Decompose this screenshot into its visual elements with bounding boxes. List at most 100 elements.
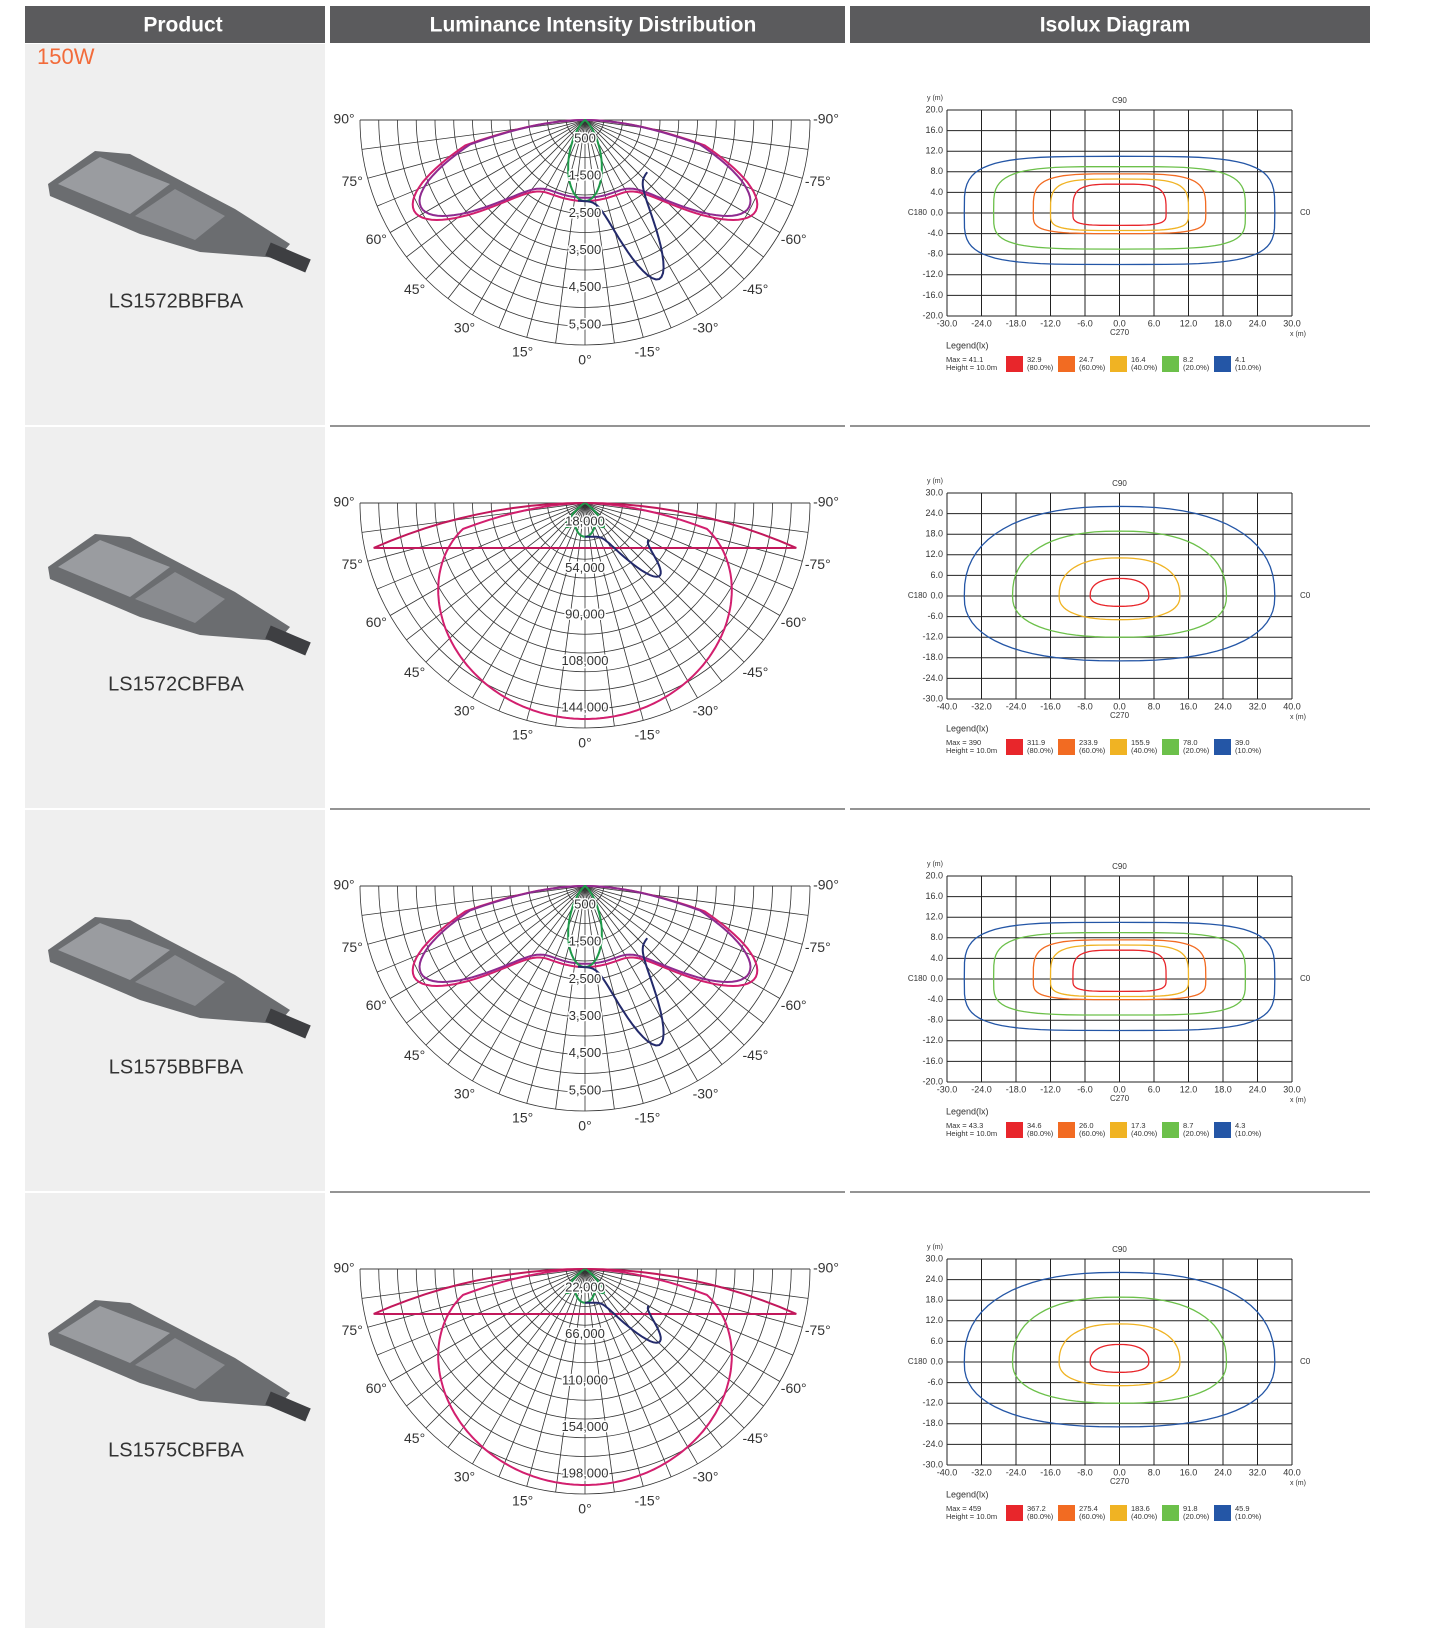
- angle-label: 15°: [512, 1492, 533, 1508]
- polar-spoke: [367, 1268, 586, 1328]
- angle-label: -30°: [693, 319, 719, 335]
- angle-label: -45°: [742, 664, 768, 680]
- legend-height: Height = 10.0m: [946, 746, 997, 755]
- lamp-pole: [265, 625, 311, 656]
- angle-label: 60°: [366, 1380, 387, 1396]
- legend-title: Legend(lx): [946, 1489, 989, 1499]
- polar-spoke: [498, 119, 586, 329]
- header-label: Product: [143, 14, 222, 37]
- direction-label: C0: [1300, 974, 1311, 983]
- isolux-contour: [1089, 577, 1150, 607]
- legend-title: Legend(lx): [946, 340, 989, 350]
- polar-spoke: [584, 1268, 745, 1429]
- legend-value: 91.8: [1183, 1504, 1198, 1513]
- angle-label: 45°: [404, 281, 425, 297]
- y-tick-label: -6.0: [927, 1377, 943, 1387]
- angle-label: 15°: [512, 343, 533, 359]
- x-tick-label: 16.0: [1180, 701, 1198, 711]
- legend-percent: (60.0%): [1079, 363, 1106, 372]
- legend-percent: (80.0%): [1027, 746, 1054, 755]
- direction-label: C270: [1110, 1094, 1130, 1103]
- legend-height: Height = 10.0m: [946, 1512, 997, 1521]
- ring-label: 90,000: [565, 606, 605, 621]
- angle-label: -15°: [634, 726, 660, 742]
- polar-spoke: [584, 885, 723, 1065]
- lamp-pole: [265, 1391, 311, 1422]
- legend-value: 17.3: [1131, 1121, 1146, 1130]
- isolux-contour: [1058, 557, 1181, 621]
- legend-title: Legend(lx): [946, 1106, 989, 1116]
- x-tick-label: 32.0: [1249, 1467, 1267, 1477]
- polar-spoke: [376, 502, 586, 590]
- legend-value: 4.1: [1235, 355, 1245, 364]
- wattage: 150W: [37, 44, 95, 69]
- y-tick-label: 0.0: [930, 973, 943, 983]
- x-tick-label: -6.0: [1077, 318, 1093, 328]
- y-tick-label: 4.0: [930, 187, 943, 197]
- polar-spoke: [526, 885, 586, 1104]
- axis-label: x (m): [1290, 1480, 1306, 1487]
- polar-spoke: [584, 119, 723, 299]
- angle-label: 15°: [512, 1109, 533, 1125]
- angle-label: 75°: [342, 556, 363, 572]
- x-tick-label: 12.0: [1180, 318, 1198, 328]
- x-tick-label: -6.0: [1077, 1084, 1093, 1094]
- polar-spoke: [584, 1268, 644, 1487]
- y-tick-label: -12.0: [922, 632, 943, 642]
- x-tick-label: -16.0: [1040, 701, 1061, 711]
- angle-label: 30°: [454, 1468, 475, 1484]
- x-tick-label: -24.0: [971, 1084, 992, 1094]
- y-tick-label: -4.0: [927, 228, 943, 238]
- polar-spoke: [584, 502, 764, 641]
- angle-label: -90°: [813, 111, 839, 127]
- legend-swatch: [1214, 356, 1231, 372]
- x-tick-label: 12.0: [1180, 1084, 1198, 1094]
- x-tick-label: 18.0: [1214, 318, 1232, 328]
- legend-value: 8.2: [1183, 355, 1193, 364]
- legend-swatch: [1006, 1505, 1023, 1521]
- isolux-contour: [992, 931, 1247, 1016]
- direction-label: C0: [1300, 591, 1311, 600]
- polar-spoke: [584, 502, 745, 663]
- legend-max: Max = 41.1: [946, 355, 983, 364]
- y-tick-label: 0.0: [930, 590, 943, 600]
- x-tick-label: 8.0: [1148, 1467, 1161, 1477]
- polar-spoke: [472, 1268, 586, 1465]
- polar-spoke: [584, 1268, 803, 1328]
- curve-navy: [577, 937, 665, 1047]
- header-cell: [25, 6, 325, 43]
- isolux-contour: [1032, 939, 1207, 1001]
- legend-swatch: [1162, 1505, 1179, 1521]
- polar-spoke: [584, 885, 615, 1110]
- legend-value: 311.9: [1027, 738, 1045, 747]
- polar-spoke: [526, 1268, 586, 1487]
- curve-purple: [418, 119, 752, 218]
- polar-spoke: [584, 502, 781, 616]
- polar-spoke: [389, 502, 586, 616]
- angle-label: -75°: [805, 1322, 831, 1338]
- angle-label: 60°: [366, 231, 387, 247]
- angle-label: 60°: [366, 997, 387, 1013]
- isolux-contour: [1011, 530, 1228, 638]
- lamp-pole: [265, 1008, 311, 1039]
- x-tick-label: 6.0: [1148, 1084, 1161, 1094]
- legend-percent: (10.0%): [1235, 746, 1262, 755]
- angle-label: -60°: [781, 1380, 807, 1396]
- isolux-contour: [963, 921, 1276, 1032]
- legend-percent: (60.0%): [1079, 1512, 1106, 1521]
- angle-label: 75°: [342, 173, 363, 189]
- angle-label: 45°: [404, 1047, 425, 1063]
- y-tick-label: -24.0: [922, 673, 943, 683]
- direction-label: C180: [908, 208, 928, 217]
- polar-spoke: [584, 885, 794, 973]
- y-tick-label: -8.0: [927, 249, 943, 259]
- isolux-contour: [1072, 183, 1167, 227]
- legend-percent: (40.0%): [1131, 1129, 1158, 1138]
- legend-swatch: [1110, 356, 1127, 372]
- legend-swatch: [1110, 1122, 1127, 1138]
- angle-label: 0°: [578, 1501, 591, 1517]
- legend-percent: (60.0%): [1079, 746, 1106, 755]
- axis-label: x (m): [1290, 331, 1306, 338]
